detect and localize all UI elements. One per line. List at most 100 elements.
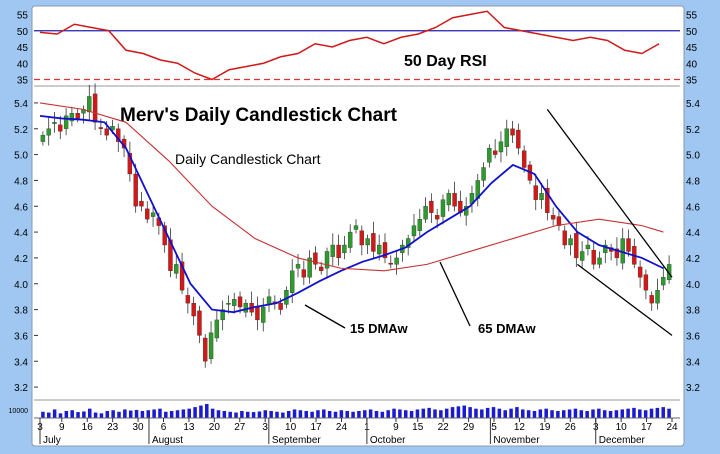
candle-body-down bbox=[179, 261, 185, 291]
volume-bar bbox=[655, 407, 660, 418]
candle-body-up bbox=[174, 264, 179, 274]
candle bbox=[191, 296, 196, 326]
annotation-leader-65 bbox=[439, 261, 471, 327]
candle-body-up bbox=[504, 128, 509, 147]
price-ytick-label-right: 4.6 bbox=[686, 202, 700, 213]
volume-bar bbox=[415, 409, 420, 418]
candle bbox=[87, 84, 92, 121]
candle bbox=[429, 193, 434, 224]
candle-body-up bbox=[324, 251, 330, 269]
volume-bar bbox=[152, 409, 156, 418]
volume-bar bbox=[620, 409, 625, 418]
candle-body-down bbox=[550, 215, 556, 220]
price-ytick-label-right: 3.4 bbox=[686, 357, 700, 368]
volume-bar bbox=[251, 412, 256, 418]
volume-bar bbox=[210, 408, 215, 418]
month-label: December bbox=[599, 435, 646, 446]
candle bbox=[643, 269, 649, 300]
xtick-label: 10 bbox=[616, 422, 628, 433]
candle-body-up bbox=[585, 244, 591, 250]
price-ytick-label-right: 4.2 bbox=[686, 254, 700, 265]
candle-body-down bbox=[533, 185, 538, 200]
candle bbox=[185, 287, 191, 314]
candle bbox=[324, 247, 330, 279]
xtick-label: 22 bbox=[438, 422, 450, 433]
candle-body-up bbox=[655, 290, 660, 304]
candle-body-down bbox=[637, 266, 643, 278]
volume-bar bbox=[643, 410, 648, 418]
price-ytick-label-left: 4.4 bbox=[14, 228, 28, 239]
xtick-label: 17 bbox=[310, 422, 322, 433]
candle bbox=[579, 241, 585, 269]
candle bbox=[626, 229, 631, 257]
volume-bar bbox=[585, 411, 589, 418]
volume-bar bbox=[357, 411, 361, 418]
candle bbox=[92, 83, 98, 131]
price-ytick-label-left: 5.4 bbox=[14, 99, 28, 110]
candle bbox=[417, 208, 422, 236]
rsi-ytick-label-left: 50 bbox=[17, 27, 29, 38]
candle-body-down bbox=[521, 150, 527, 168]
volume-bar bbox=[409, 411, 414, 418]
price-subtitle: Daily Candlestick Chart bbox=[175, 151, 321, 167]
volume-bar bbox=[421, 408, 426, 418]
candle-body-up bbox=[243, 302, 249, 313]
candle bbox=[150, 206, 156, 227]
candle-body-up bbox=[330, 244, 335, 257]
volume-bar bbox=[468, 407, 472, 418]
candle bbox=[197, 305, 202, 344]
volume-bar bbox=[117, 411, 121, 418]
candle-body-down bbox=[371, 233, 376, 252]
rsi-ytick-label-right: 35 bbox=[686, 76, 698, 87]
volume-bar bbox=[322, 409, 326, 418]
volume-bar bbox=[374, 411, 379, 418]
candle-body-up bbox=[394, 257, 399, 265]
price-ytick-label-right: 3.2 bbox=[686, 383, 700, 394]
price-ytick-label-left: 5.0 bbox=[14, 151, 28, 162]
volume-bar bbox=[316, 410, 320, 418]
candle bbox=[133, 163, 138, 213]
candle-body-down bbox=[145, 208, 150, 220]
candle-body-up bbox=[266, 296, 272, 305]
candle-body-up bbox=[208, 332, 214, 359]
candle-body-up bbox=[411, 225, 417, 237]
candle-body-up bbox=[498, 141, 504, 153]
volume-bar bbox=[444, 408, 449, 418]
candle-body-down bbox=[510, 128, 515, 136]
candle-body-down bbox=[574, 233, 579, 259]
volume-bar bbox=[82, 411, 86, 418]
volume-bar bbox=[47, 412, 51, 418]
candle-body-up bbox=[481, 167, 486, 181]
volume-bar bbox=[491, 407, 496, 418]
candle bbox=[220, 300, 225, 331]
candle bbox=[353, 219, 359, 234]
volume-bar bbox=[111, 410, 115, 418]
annotation-leader-15 bbox=[304, 304, 346, 329]
xtick-label: 9 bbox=[59, 422, 65, 433]
candle-body-down bbox=[139, 200, 144, 207]
candle bbox=[139, 192, 144, 212]
candle bbox=[336, 234, 341, 266]
volume-bar bbox=[597, 408, 601, 418]
volume-bar bbox=[579, 410, 584, 418]
volume-bar bbox=[456, 406, 461, 418]
candle-body-up bbox=[150, 212, 156, 217]
candle-body-up bbox=[579, 251, 585, 261]
xtick-label: 16 bbox=[82, 422, 94, 433]
volume-bar bbox=[128, 410, 133, 418]
candle-body-down bbox=[388, 262, 393, 265]
volume-bar bbox=[52, 409, 57, 418]
candle bbox=[562, 225, 567, 249]
volume-bar bbox=[134, 409, 139, 418]
candle-body-down bbox=[545, 188, 550, 213]
volume-bar bbox=[351, 411, 355, 418]
volume-bar bbox=[462, 405, 467, 418]
price-ytick-label-left: 3.4 bbox=[14, 357, 28, 368]
candle bbox=[597, 251, 602, 269]
xtick-label: 29 bbox=[463, 422, 475, 433]
month-label: September bbox=[272, 435, 322, 446]
volume-bar bbox=[450, 407, 455, 418]
candle-body-up bbox=[348, 231, 353, 248]
volume-bar bbox=[386, 410, 390, 418]
rsi-ytick-label-right: 50 bbox=[686, 27, 698, 38]
